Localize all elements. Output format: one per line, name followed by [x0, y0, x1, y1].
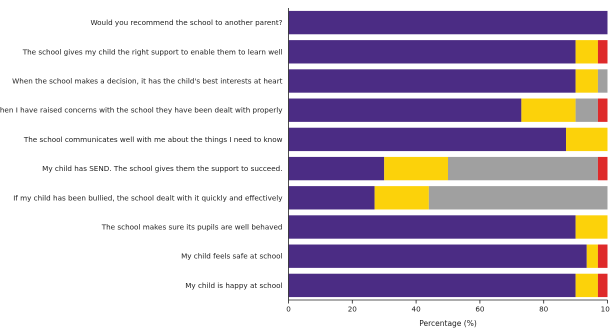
bar-segment — [384, 156, 448, 181]
bar-segment — [575, 69, 598, 93]
bars-group — [288, 10, 608, 298]
bar-segment — [288, 273, 576, 298]
x-tick-label: 20 — [348, 305, 358, 314]
x-tick-label: 100 — [601, 305, 610, 314]
bar-segment — [597, 98, 608, 122]
category-label: Would you recommend the school to anothe… — [90, 18, 282, 27]
bar-segment — [597, 40, 608, 64]
bar-segment — [575, 40, 598, 64]
bar-segment — [288, 215, 576, 239]
category-label: My child has SEND. The school gives them… — [42, 164, 282, 173]
bar-segment — [288, 10, 608, 35]
category-labels: Would you recommend the school to anothe… — [0, 18, 283, 290]
x-tick-label: 60 — [475, 305, 485, 314]
bar-segment — [288, 127, 567, 152]
bar-segment — [288, 186, 375, 210]
bar-segment — [374, 186, 429, 210]
bar-segment — [566, 127, 608, 152]
category-label: My child feels safe at school — [181, 252, 282, 261]
category-label: When the school makes a decision, it has… — [12, 77, 282, 86]
bar-segment — [288, 156, 385, 181]
x-tick-label: 80 — [539, 305, 549, 314]
category-label: The school communicates well with me abo… — [23, 135, 283, 144]
bar-segment — [288, 98, 522, 122]
x-axis-title: Percentage (%) — [419, 319, 477, 328]
bar-segment — [597, 273, 608, 298]
bar-segment — [448, 156, 598, 181]
category-label: If my child has been bullied, the school… — [13, 193, 283, 202]
bar-segment — [288, 244, 587, 268]
bar-segment — [586, 244, 598, 268]
bar-segment — [575, 98, 598, 122]
bar-segment — [597, 69, 608, 93]
bar-segment — [428, 186, 608, 210]
category-label: My child is happy at school — [185, 281, 282, 290]
bar-segment — [597, 156, 608, 181]
bar-segment — [575, 215, 608, 239]
x-axis-ticks: 0 20 40 60 80 100 — [286, 300, 610, 314]
x-tick-label: 40 — [412, 305, 422, 314]
x-tick-label: 0 — [286, 305, 291, 314]
bar-segment — [288, 69, 576, 93]
category-label: The school gives my child the right supp… — [22, 47, 283, 56]
bar-segment — [575, 273, 598, 298]
category-label: When I have raised concerns with the sch… — [0, 106, 283, 115]
bar-segment — [288, 40, 576, 64]
bar-segment — [597, 244, 608, 268]
category-label: The school makes sure its pupils are wel… — [101, 223, 283, 232]
bar-segment — [521, 98, 576, 122]
